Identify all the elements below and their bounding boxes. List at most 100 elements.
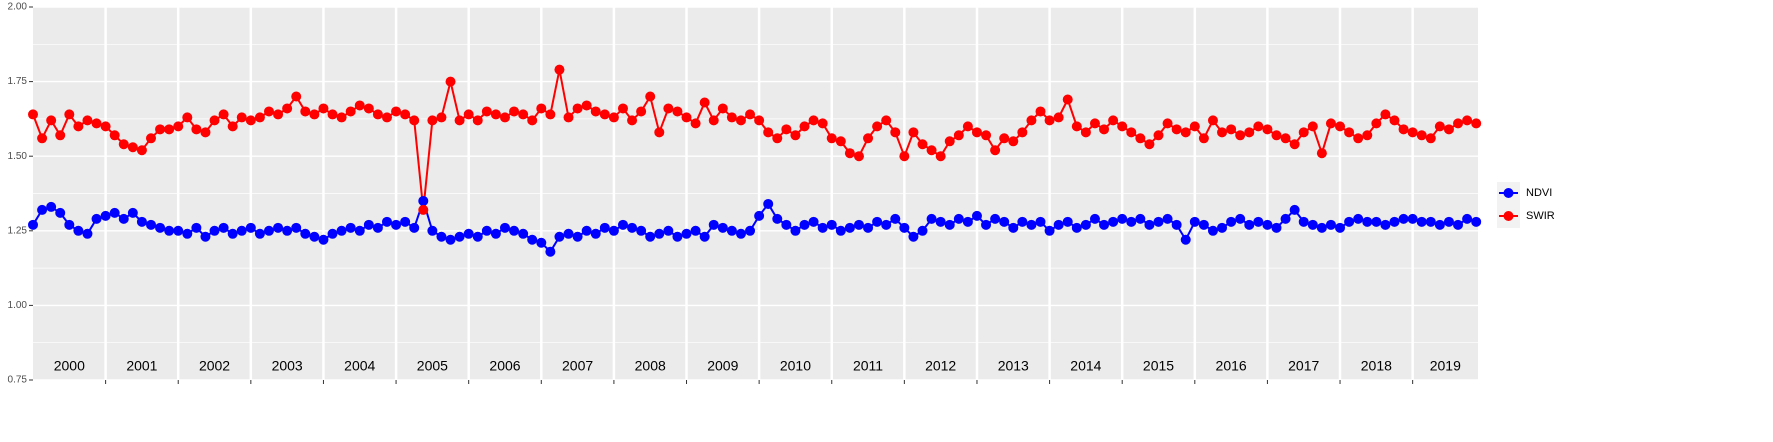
point xyxy=(191,124,202,135)
point xyxy=(690,118,701,129)
point xyxy=(109,130,120,141)
point xyxy=(908,127,919,138)
point xyxy=(191,222,202,233)
point xyxy=(1180,127,1191,138)
point xyxy=(209,225,220,236)
point xyxy=(1044,115,1055,126)
y-tick-label: 1.50 xyxy=(8,151,28,162)
point xyxy=(808,216,819,227)
point xyxy=(218,222,229,233)
point xyxy=(754,115,765,126)
x-tick-label: 2012 xyxy=(925,358,956,374)
point xyxy=(245,115,256,126)
point xyxy=(436,112,447,123)
point xyxy=(1126,127,1137,138)
point xyxy=(545,246,556,257)
point xyxy=(518,109,529,120)
point xyxy=(481,106,492,117)
point xyxy=(981,130,992,141)
point xyxy=(300,228,311,239)
point xyxy=(627,115,638,126)
point xyxy=(563,112,574,123)
point xyxy=(1289,204,1300,215)
point xyxy=(1144,139,1155,150)
point xyxy=(799,121,810,132)
point xyxy=(563,228,574,239)
point xyxy=(445,76,456,87)
point xyxy=(73,121,84,132)
point xyxy=(1425,216,1436,227)
point xyxy=(1080,219,1091,230)
point xyxy=(436,231,447,242)
point xyxy=(37,204,48,215)
point xyxy=(218,109,229,120)
point xyxy=(1434,219,1445,230)
point xyxy=(481,225,492,236)
x-tick-label: 2014 xyxy=(1070,358,1101,374)
point xyxy=(617,219,628,230)
point xyxy=(1217,222,1228,233)
x-tick-label: 2002 xyxy=(199,358,230,374)
point xyxy=(37,133,48,144)
point xyxy=(1053,112,1064,123)
point xyxy=(763,198,774,209)
x-tick-label: 2010 xyxy=(780,358,811,374)
point xyxy=(1262,124,1273,135)
point xyxy=(908,231,919,242)
point xyxy=(363,219,374,230)
x-tick-label: 2008 xyxy=(635,358,666,374)
point xyxy=(835,225,846,236)
point xyxy=(608,112,619,123)
point xyxy=(1117,213,1128,224)
point xyxy=(863,133,874,144)
point xyxy=(999,216,1010,227)
point xyxy=(1153,216,1164,227)
point xyxy=(1135,133,1146,144)
point xyxy=(1144,219,1155,230)
point xyxy=(617,103,628,114)
point xyxy=(82,228,93,239)
point xyxy=(463,228,474,239)
point xyxy=(445,234,456,245)
point xyxy=(590,228,601,239)
point xyxy=(545,109,556,120)
point xyxy=(499,112,510,123)
point xyxy=(327,228,338,239)
point xyxy=(400,109,411,120)
point xyxy=(291,222,302,233)
point xyxy=(672,231,683,242)
point xyxy=(273,222,284,233)
point xyxy=(1207,225,1218,236)
point xyxy=(1271,130,1282,141)
point xyxy=(708,115,719,126)
point xyxy=(899,151,910,162)
point xyxy=(155,222,166,233)
point xyxy=(82,115,93,126)
point xyxy=(953,213,964,224)
point xyxy=(200,231,211,242)
x-tick-label: 2005 xyxy=(417,358,448,374)
point xyxy=(1453,118,1464,129)
point xyxy=(1108,115,1119,126)
x-tick-label: 2006 xyxy=(489,358,520,374)
point xyxy=(654,228,665,239)
point xyxy=(463,109,474,120)
point xyxy=(1380,109,1391,120)
point xyxy=(654,127,665,138)
point xyxy=(409,222,420,233)
point xyxy=(1171,219,1182,230)
point xyxy=(427,225,438,236)
point xyxy=(1307,121,1318,132)
point xyxy=(200,127,211,138)
point xyxy=(409,115,420,126)
point xyxy=(536,237,547,248)
point xyxy=(291,91,302,102)
point xyxy=(136,216,147,227)
x-tick-label: 2015 xyxy=(1143,358,1174,374)
point xyxy=(1398,213,1409,224)
x-tick-label: 2004 xyxy=(344,358,375,374)
point xyxy=(781,219,792,230)
point xyxy=(853,151,864,162)
point xyxy=(46,201,57,212)
point xyxy=(999,133,1010,144)
